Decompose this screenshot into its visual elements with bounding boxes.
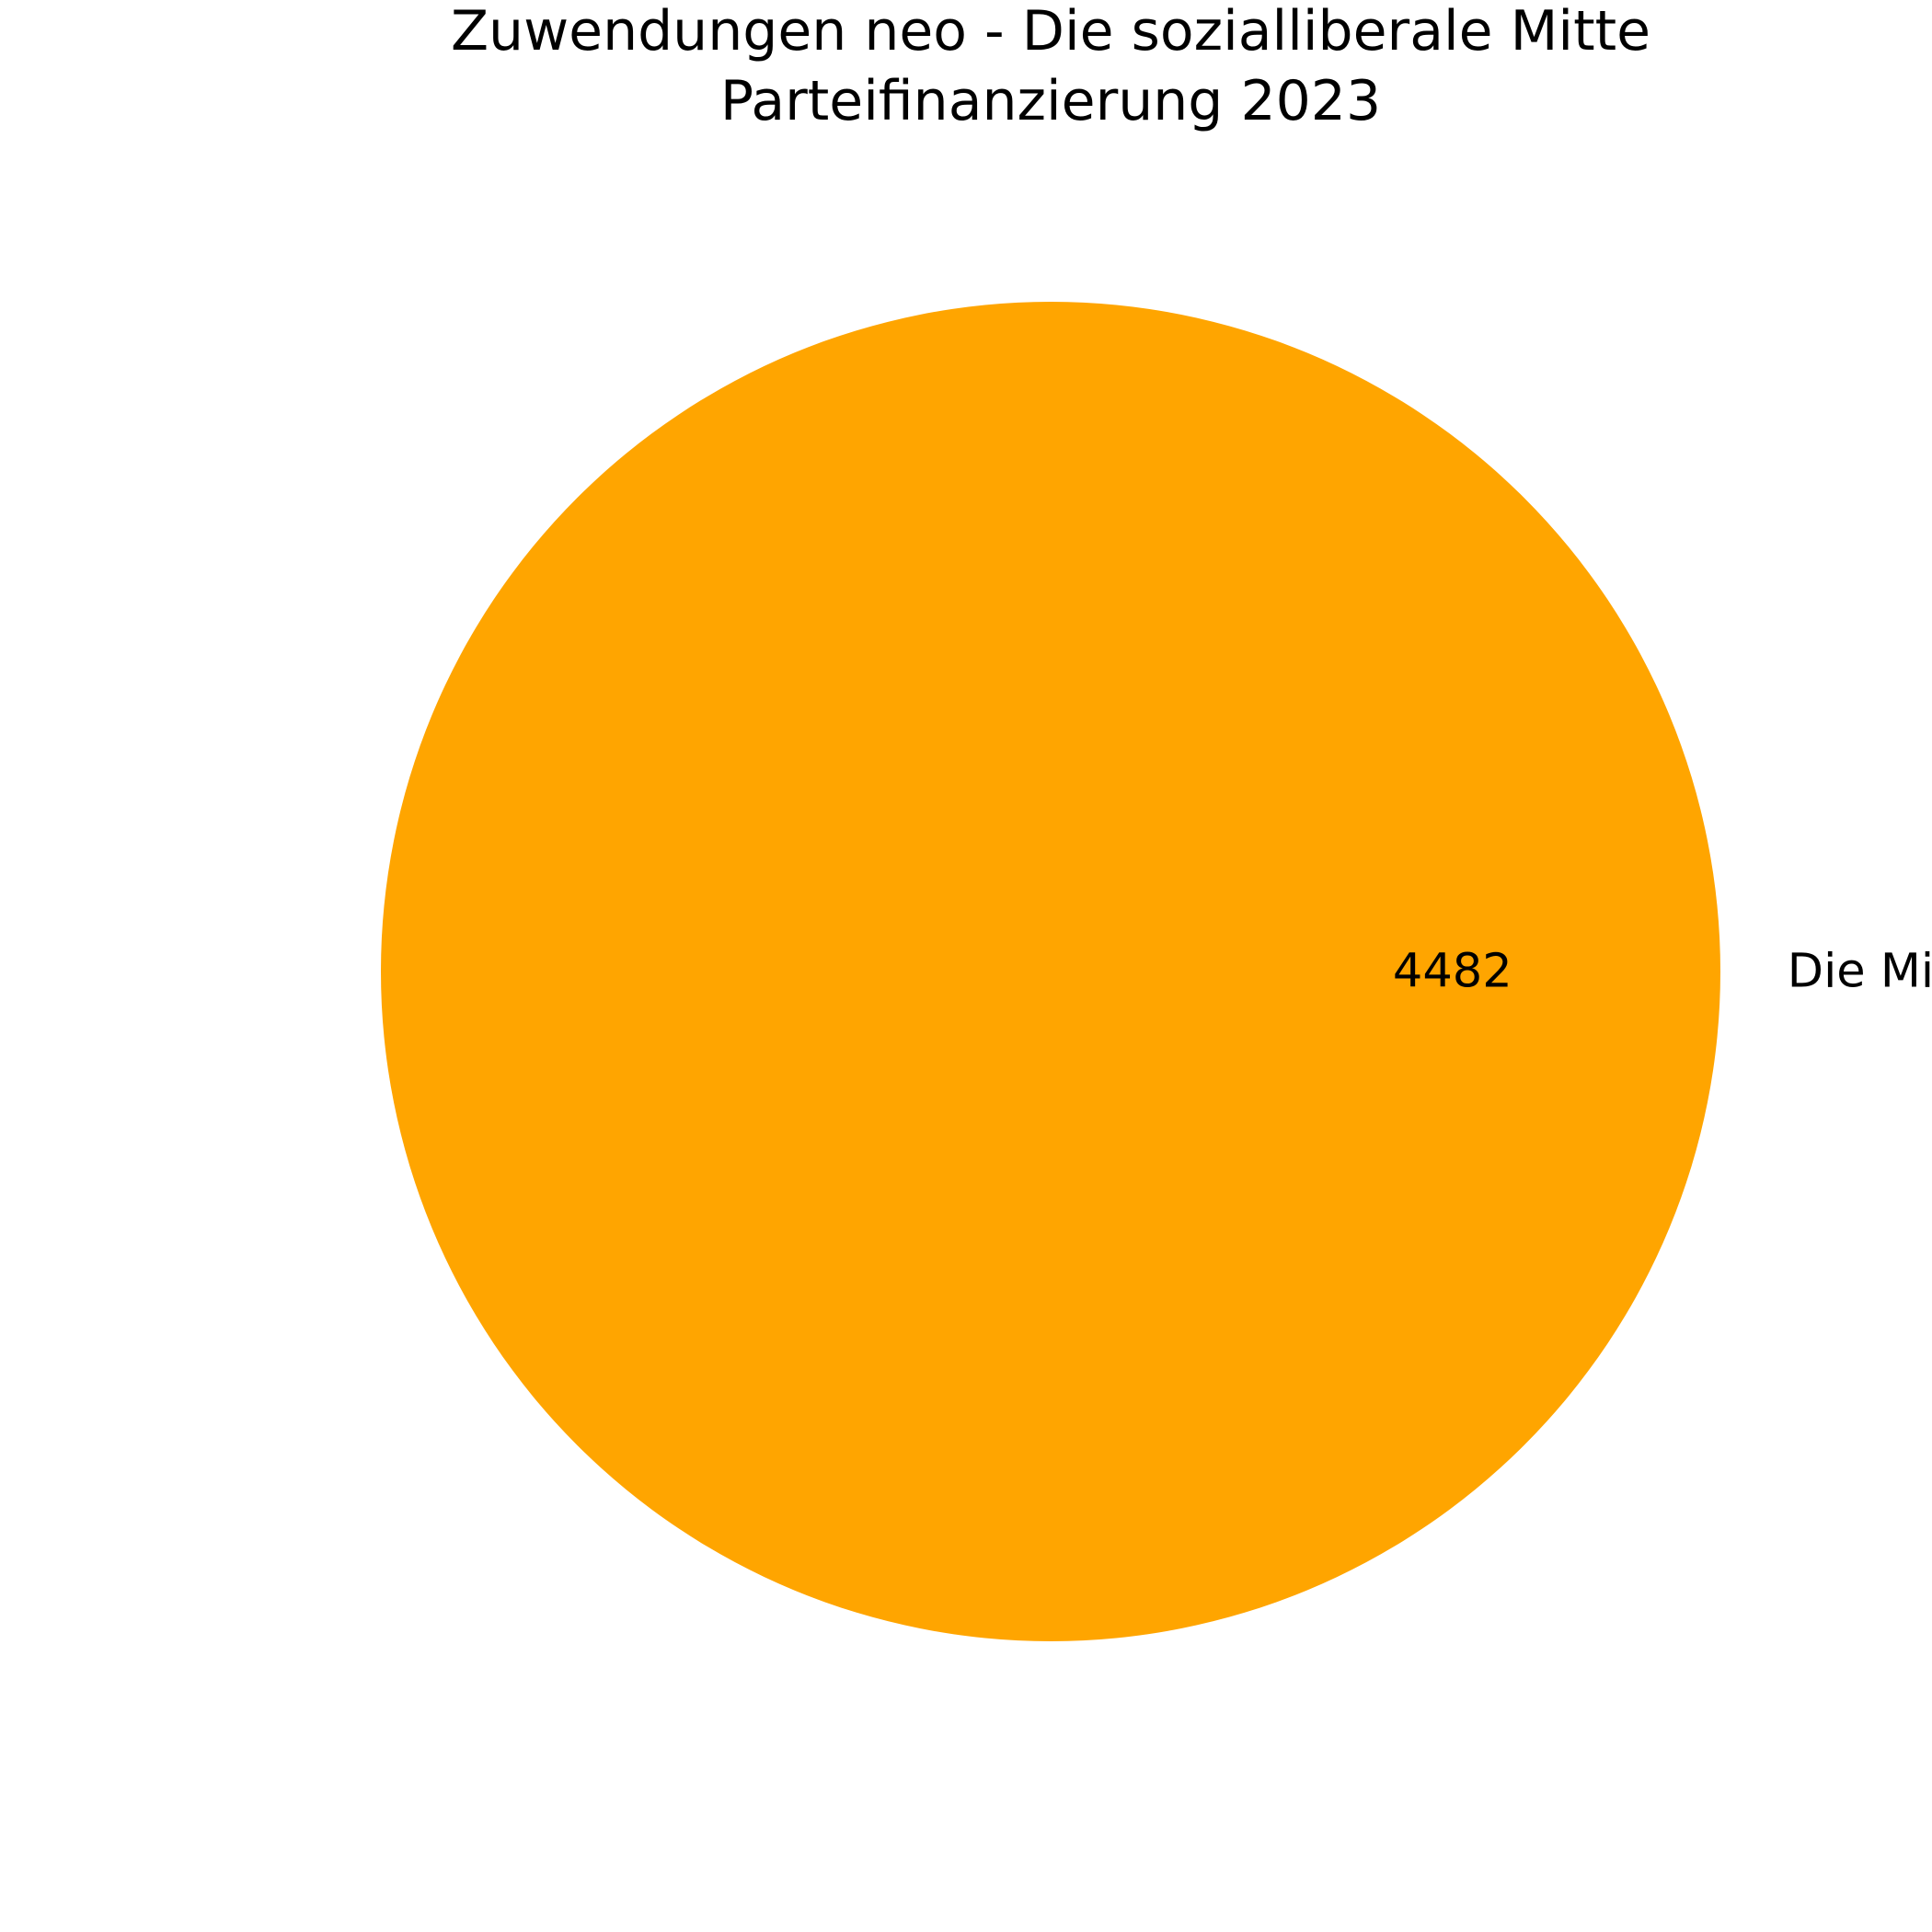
chart-title: Zuwendungen neo - Die sozialliberale Mit…	[451, 0, 1650, 63]
pie-labels: Die Mitte 4482	[1393, 945, 1932, 999]
slice-label: Die Mitte	[1788, 945, 1932, 999]
slice-value-label: 4482	[1393, 945, 1512, 999]
pie-slices	[381, 302, 1720, 1641]
chart-subtitle: Parteifinanzierung 2023	[720, 69, 1381, 133]
pie-slice	[381, 302, 1720, 1641]
